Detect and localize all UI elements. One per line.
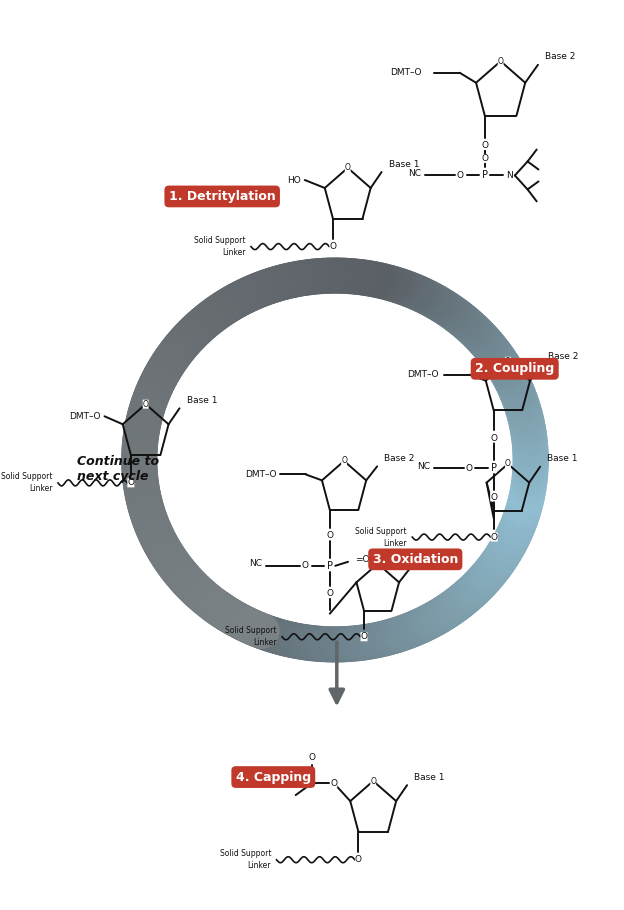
Text: O: O bbox=[481, 154, 489, 163]
Text: O: O bbox=[326, 531, 333, 541]
Text: O: O bbox=[481, 141, 489, 150]
Text: O: O bbox=[490, 434, 497, 442]
Text: Solid Support: Solid Support bbox=[355, 527, 407, 536]
Text: Solid Support: Solid Support bbox=[194, 236, 246, 245]
Text: O: O bbox=[466, 463, 472, 472]
Text: 4. Capping: 4. Capping bbox=[236, 771, 311, 784]
Text: Base 1: Base 1 bbox=[414, 773, 445, 782]
Text: O: O bbox=[341, 457, 347, 466]
Text: Linker: Linker bbox=[253, 638, 276, 647]
Text: 1. Detritylation: 1. Detritylation bbox=[169, 190, 276, 203]
Text: O: O bbox=[330, 779, 338, 788]
Text: NC: NC bbox=[250, 560, 263, 569]
Text: 2. Coupling: 2. Coupling bbox=[475, 362, 554, 375]
Text: DMT–O: DMT–O bbox=[407, 370, 439, 379]
Text: NC: NC bbox=[408, 169, 421, 178]
Text: HO: HO bbox=[288, 176, 301, 185]
Text: Solid Support: Solid Support bbox=[220, 849, 271, 858]
Text: Base 2: Base 2 bbox=[545, 52, 575, 61]
Text: O: O bbox=[127, 479, 134, 488]
Text: O: O bbox=[355, 855, 362, 864]
Text: DMT–O: DMT–O bbox=[245, 470, 276, 479]
Text: Linker: Linker bbox=[248, 861, 271, 870]
Text: Solid Support: Solid Support bbox=[225, 626, 276, 635]
Text: Base 1: Base 1 bbox=[389, 159, 419, 168]
Text: =O: =O bbox=[355, 555, 370, 564]
Text: P: P bbox=[490, 463, 497, 473]
Text: O: O bbox=[326, 589, 333, 598]
Text: O: O bbox=[375, 559, 381, 568]
Text: O: O bbox=[143, 399, 149, 409]
Text: Base 1: Base 1 bbox=[187, 396, 217, 405]
Text: Base 1: Base 1 bbox=[547, 454, 578, 463]
Text: O: O bbox=[329, 242, 336, 251]
Text: O: O bbox=[302, 561, 309, 571]
Text: O: O bbox=[457, 171, 464, 180]
Text: O: O bbox=[505, 357, 511, 366]
Text: 3. Oxidation: 3. Oxidation bbox=[373, 553, 458, 566]
Text: Base 2: Base 2 bbox=[548, 352, 578, 361]
Text: Solid Support: Solid Support bbox=[1, 472, 52, 481]
Text: O: O bbox=[490, 492, 497, 501]
Text: Base 2: Base 2 bbox=[384, 454, 415, 463]
Text: Base 1: Base 1 bbox=[417, 556, 448, 565]
Text: O: O bbox=[345, 164, 351, 172]
Text: O: O bbox=[361, 632, 368, 642]
Text: DMT–O: DMT–O bbox=[69, 412, 101, 420]
Text: Continue to
next cycle: Continue to next cycle bbox=[77, 455, 160, 482]
Text: NC: NC bbox=[417, 461, 430, 470]
Text: Linker: Linker bbox=[383, 539, 407, 548]
Text: O: O bbox=[490, 532, 498, 541]
Text: O: O bbox=[498, 56, 504, 66]
Text: N: N bbox=[506, 171, 513, 180]
Text: O: O bbox=[370, 776, 376, 785]
Text: Linker: Linker bbox=[29, 484, 52, 493]
Text: P: P bbox=[482, 170, 488, 180]
Text: DMT–O: DMT–O bbox=[390, 68, 421, 77]
Text: P: P bbox=[327, 561, 333, 571]
Text: O: O bbox=[308, 753, 316, 762]
Text: Linker: Linker bbox=[222, 248, 246, 258]
Text: O: O bbox=[505, 460, 511, 469]
